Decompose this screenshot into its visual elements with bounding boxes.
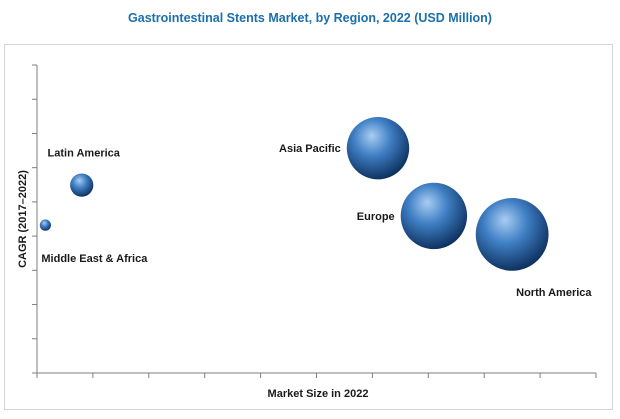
bubble-asia-pacific (346, 116, 410, 180)
bubble-north-america (475, 198, 549, 271)
bubble-label-asia-pacific: Asia Pacific (279, 143, 341, 155)
chart-frame (4, 44, 613, 410)
chart-title: Gastrointestinal Stents Market, by Regio… (128, 11, 492, 25)
bubble-label-north-america: North America (516, 287, 592, 299)
x-axis-label: Market Size in 2022 (268, 388, 369, 400)
y-axis-label: CAGR (2017–2022) (17, 170, 29, 268)
bubble-label-middle-east-africa: Middle East & Africa (41, 253, 148, 265)
plot-area: Asia Pacific Europe North America Latin Ame… (32, 64, 597, 378)
bubble-middle-east-africa (39, 219, 51, 231)
bubble-label-latin-america: Latin America (48, 148, 121, 160)
bubble-label-europe: Europe (357, 211, 395, 223)
bubble-latin-america (70, 173, 94, 197)
bubble-europe (400, 182, 468, 250)
